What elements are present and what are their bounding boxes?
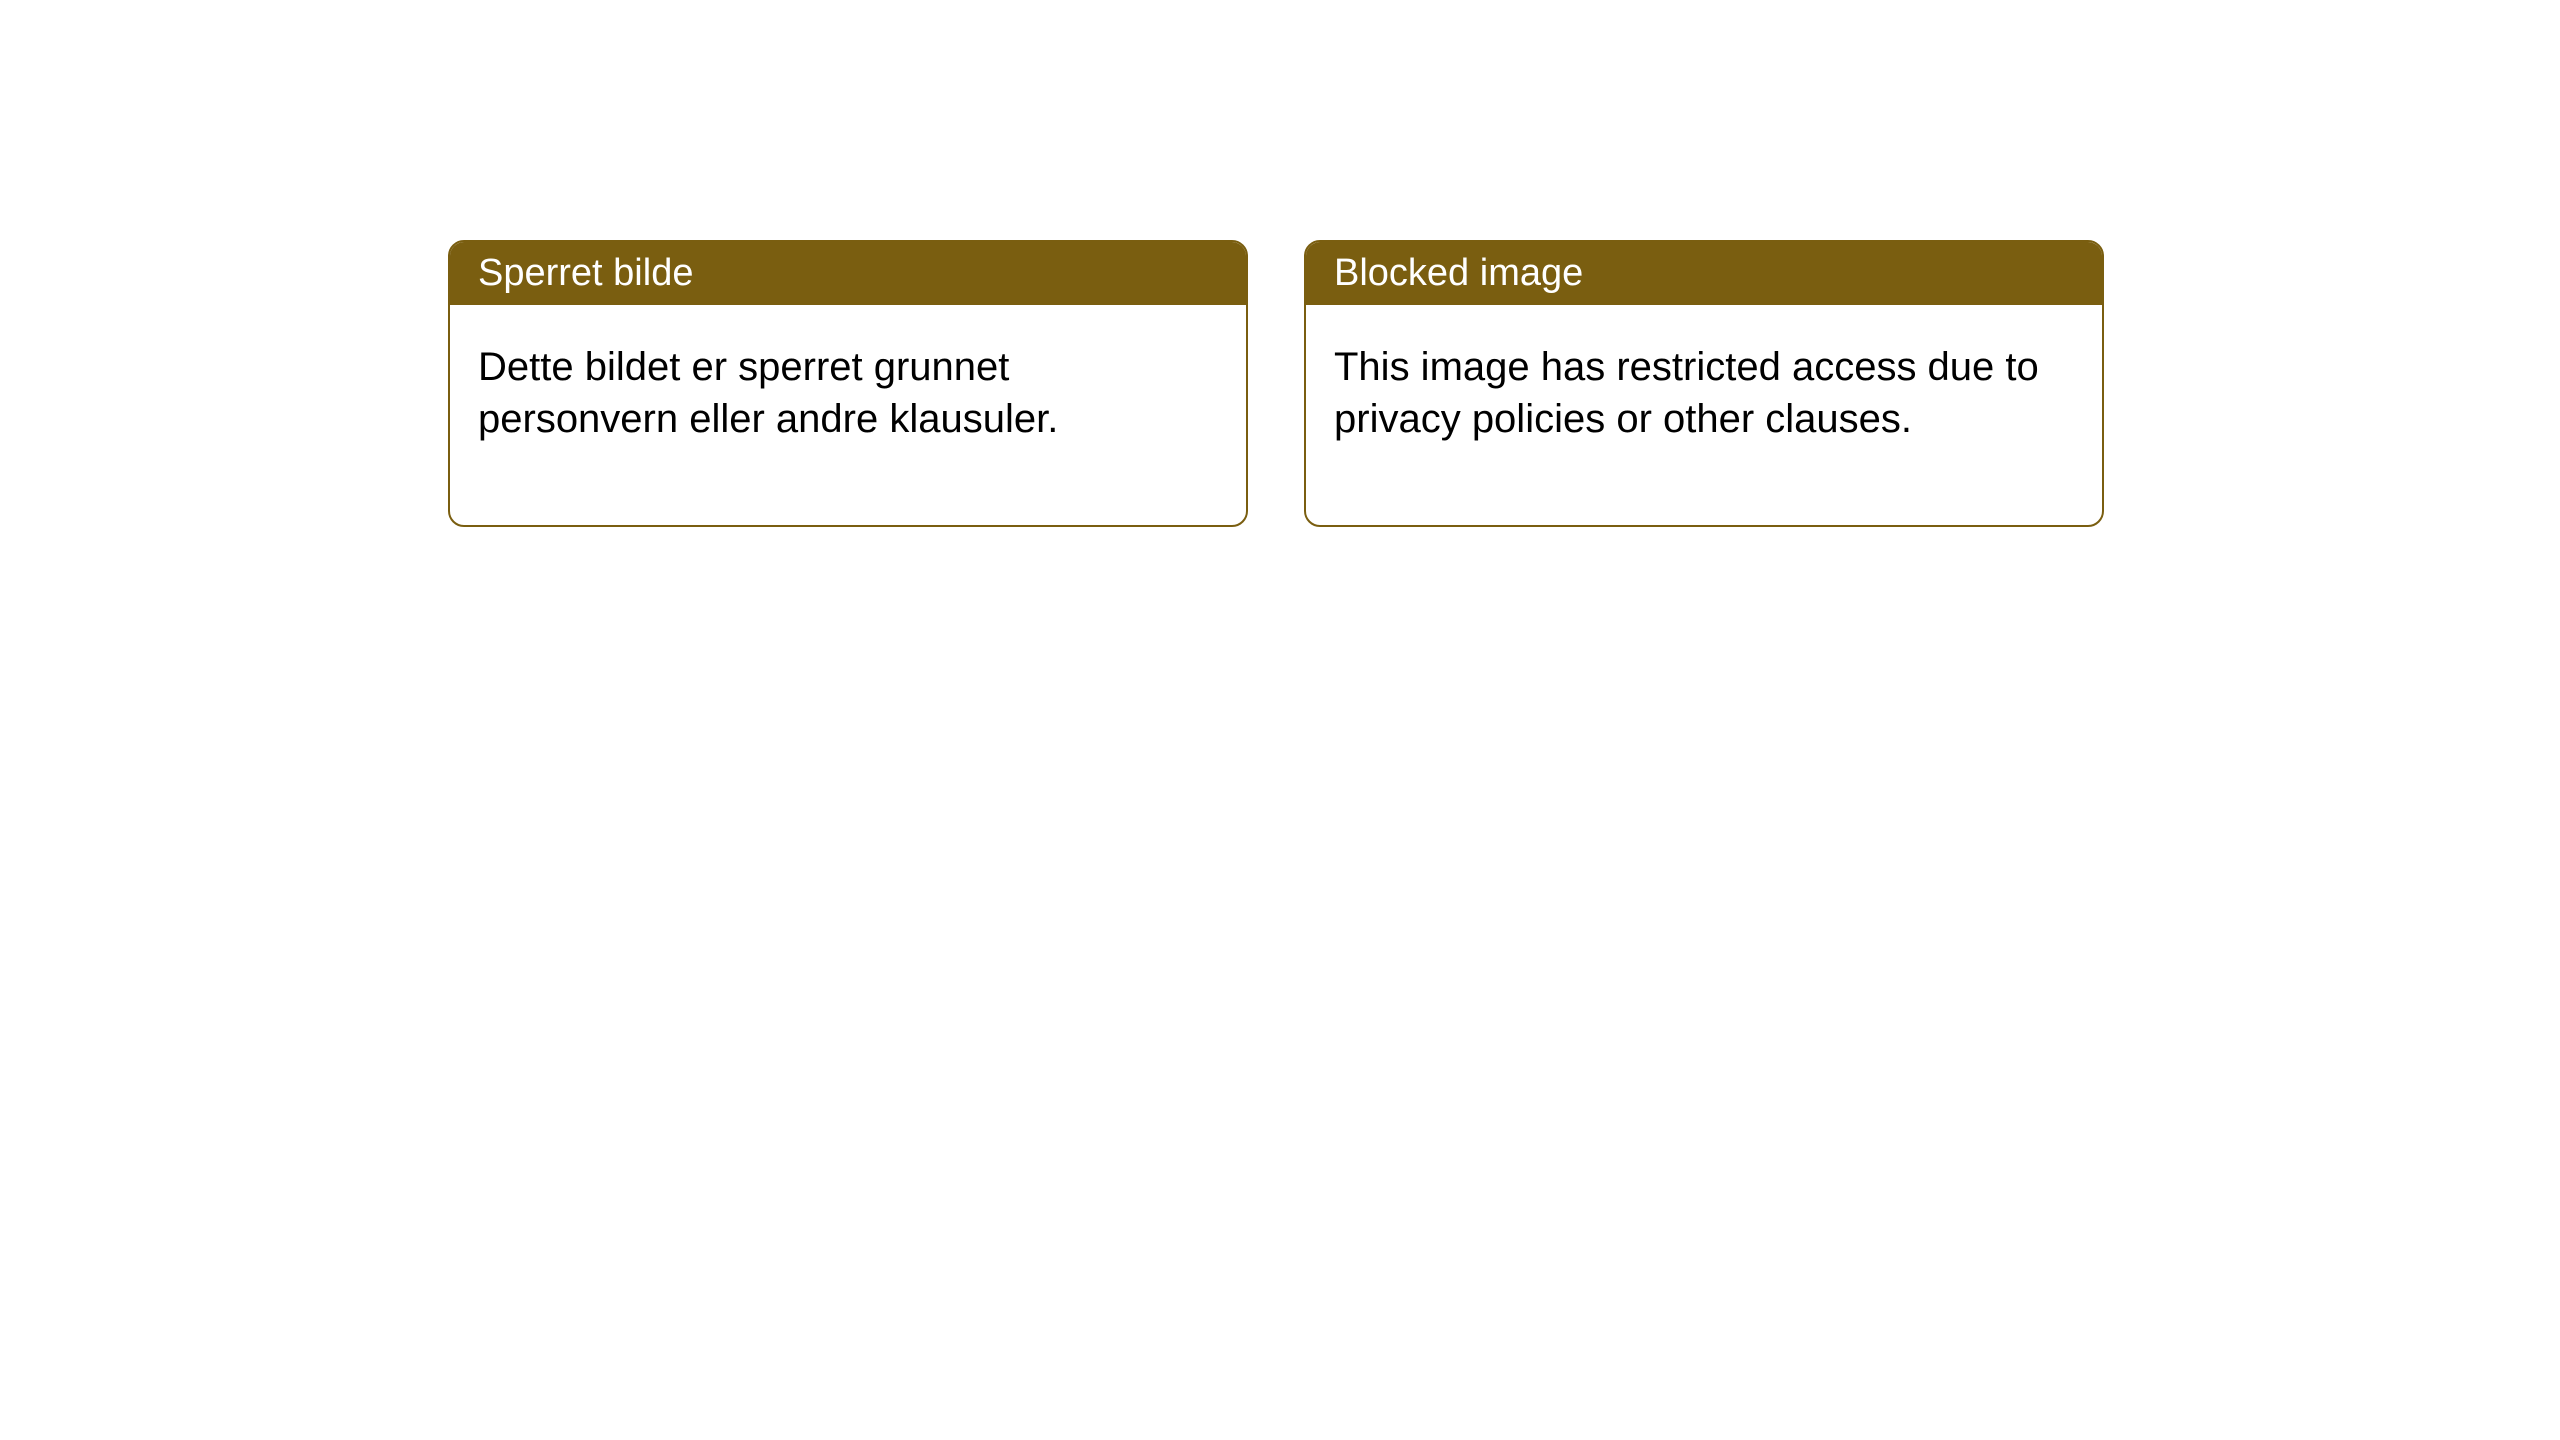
notice-card-body: This image has restricted access due to … [1306, 305, 2102, 525]
notice-title: Blocked image [1334, 252, 1583, 294]
notice-card-body: Dette bildet er sperret grunnet personve… [450, 305, 1246, 525]
notice-title: Sperret bilde [478, 252, 693, 294]
notice-card-norwegian: Sperret bilde Dette bildet er sperret gr… [448, 240, 1248, 527]
notice-body-text: This image has restricted access due to … [1334, 345, 2039, 441]
notice-container: Sperret bilde Dette bildet er sperret gr… [0, 0, 2560, 527]
notice-body-text: Dette bildet er sperret grunnet personve… [478, 345, 1058, 441]
notice-card-header: Sperret bilde [450, 242, 1246, 305]
notice-card-header: Blocked image [1306, 242, 2102, 305]
notice-card-english: Blocked image This image has restricted … [1304, 240, 2104, 527]
